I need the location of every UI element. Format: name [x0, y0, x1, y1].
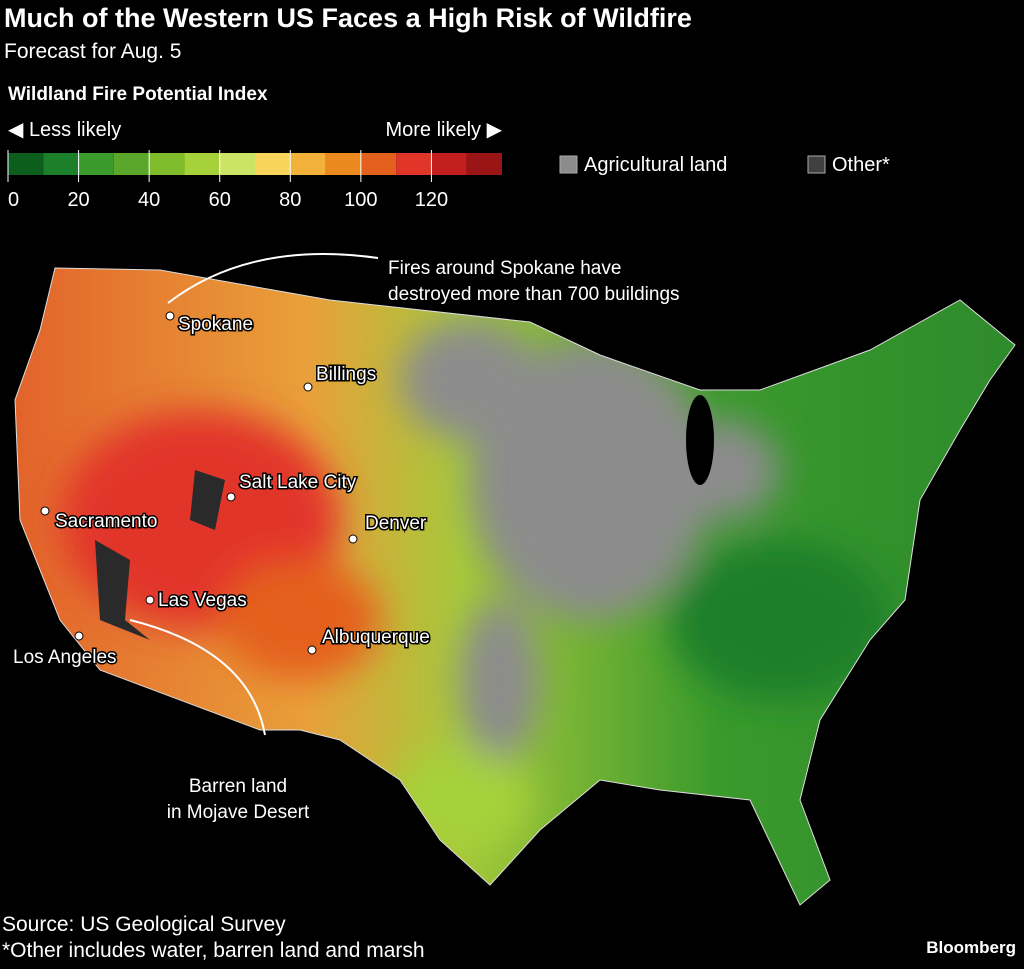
city-label: Spokane [178, 314, 253, 335]
color-swatch [255, 153, 291, 175]
annotation: Barren land [189, 776, 287, 797]
city-label: Denver [365, 513, 427, 534]
legend-title: Wildland Fire Potential Index [8, 84, 268, 105]
arrow [167, 253, 379, 304]
note: *Other includes water, barren land and m… [2, 939, 425, 962]
category-swatch [559, 155, 578, 174]
tick-label: 100 [344, 189, 377, 211]
color-swatch [184, 153, 220, 175]
city-dot [165, 311, 175, 321]
city-dot [307, 645, 317, 655]
color-swatch [431, 153, 467, 175]
city-label: Sacramento [55, 511, 157, 532]
agricultural-area [460, 600, 540, 760]
city-dot [145, 595, 155, 605]
city-dot [40, 506, 50, 516]
title: Much of the Western US Faces a High Risk… [4, 3, 692, 33]
annotation: destroyed more than 700 buildings [388, 284, 680, 305]
color-swatch [219, 153, 255, 175]
map [15, 268, 1015, 905]
city-label: Los Angeles [13, 647, 117, 668]
low-risk-area [670, 540, 890, 700]
agricultural-area [400, 320, 540, 440]
city-dot [303, 382, 313, 392]
annotation: Fires around Spokane have [388, 258, 621, 279]
color-swatch [325, 153, 361, 175]
color-swatch [360, 153, 397, 175]
category-swatch [807, 155, 826, 174]
brand: Bloomberg [926, 938, 1016, 957]
city-label: Billings [316, 364, 376, 385]
tick-label: 60 [209, 189, 231, 211]
color-swatch [396, 153, 432, 175]
tick-label: 40 [138, 189, 160, 211]
category-label: Agricultural land [584, 154, 727, 176]
barren-area [95, 540, 150, 640]
city-label: Las Vegas [158, 590, 247, 611]
city-dot [74, 631, 84, 641]
color-swatch [43, 153, 79, 175]
city-dot [226, 492, 236, 502]
city-dot [348, 534, 358, 544]
color-swatch [466, 153, 502, 175]
annotation: in Mojave Desert [167, 802, 310, 823]
agricultural-area [660, 420, 780, 520]
city-label: Albuquerque [322, 627, 430, 648]
source: Source: US Geological Survey [2, 913, 286, 936]
color-swatch [149, 153, 185, 175]
color-swatch [78, 153, 114, 175]
high-risk-area [220, 560, 380, 680]
legend-more: More likely ▶ [385, 119, 502, 141]
tick-label: 120 [415, 189, 448, 211]
color-swatch [8, 153, 44, 175]
tick-label: 0 [8, 189, 19, 211]
lake [686, 395, 714, 485]
color-swatch [290, 153, 326, 175]
city-label: Salt Lake City [239, 472, 357, 493]
tick-label: 80 [279, 189, 301, 211]
dynamic: 0 20 40 60 80 100 120 Agricultural land Other* Sp… [7, 150, 890, 825]
tick-label: 20 [67, 189, 89, 211]
arrow [129, 619, 266, 736]
barren-area [190, 470, 225, 530]
color-swatch [113, 153, 150, 175]
subtitle: Forecast for Aug. 5 [4, 40, 181, 63]
legend-less: ◀ Less likely [8, 119, 121, 141]
category-label: Other* [832, 154, 890, 176]
